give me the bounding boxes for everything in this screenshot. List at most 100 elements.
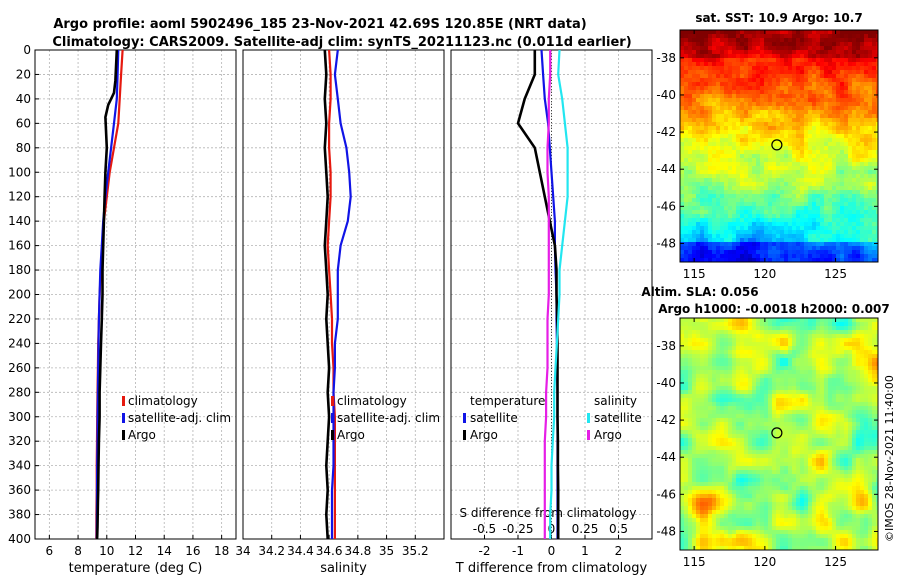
map-cell xyxy=(740,390,745,395)
map-cell xyxy=(824,362,829,367)
map-cell xyxy=(752,146,757,151)
map-cell xyxy=(872,378,877,383)
map-cell xyxy=(704,246,709,251)
map-cell xyxy=(728,398,733,403)
map-cell xyxy=(744,446,749,451)
sla-map-title-line-1: Altim. SLA: 0.056 xyxy=(641,285,758,299)
map-cell xyxy=(784,62,789,67)
map-cell xyxy=(824,42,829,47)
map-cell xyxy=(688,150,693,155)
map-cell xyxy=(748,34,753,39)
map-cell xyxy=(808,414,813,419)
map-cell xyxy=(840,222,845,227)
map-cell xyxy=(724,462,729,467)
map-cell xyxy=(864,86,869,91)
map-cell xyxy=(820,406,825,411)
map-cell xyxy=(780,54,785,59)
map-cell xyxy=(720,426,725,431)
map-cell xyxy=(720,102,725,107)
map-cell xyxy=(792,350,797,355)
map-cell xyxy=(824,114,829,119)
map-cell xyxy=(864,358,869,363)
map-cell xyxy=(776,326,781,331)
map-cell xyxy=(808,234,813,239)
map-cell xyxy=(852,34,857,39)
map-cell xyxy=(832,338,837,343)
map-cell xyxy=(748,242,753,247)
map-cell xyxy=(812,66,817,71)
map-cell xyxy=(848,158,853,163)
map-cell xyxy=(744,82,749,87)
map-cell xyxy=(768,322,773,327)
map-cell xyxy=(732,238,737,243)
map-cell xyxy=(760,238,765,243)
map-cell xyxy=(820,226,825,231)
map-cell xyxy=(764,66,769,71)
map-cell xyxy=(732,354,737,359)
map-cell xyxy=(876,438,878,443)
map-cell xyxy=(780,186,785,191)
map-cell xyxy=(724,354,729,359)
map-cell xyxy=(764,462,769,467)
map-cell xyxy=(800,94,805,99)
map-cell xyxy=(792,362,797,367)
map-cell xyxy=(796,194,801,199)
map-cell xyxy=(788,82,793,87)
map-cell xyxy=(808,402,813,407)
map-cell xyxy=(784,154,789,159)
map-cell xyxy=(752,338,757,343)
map-cell xyxy=(748,30,753,35)
map-cell xyxy=(700,102,705,107)
map-cell xyxy=(824,454,829,459)
map-cell xyxy=(704,258,709,262)
map-cell xyxy=(696,374,701,379)
map-cell xyxy=(820,362,825,367)
map-cell xyxy=(852,378,857,383)
map-cell xyxy=(852,94,857,99)
map-cell xyxy=(848,138,853,143)
map-cell xyxy=(772,106,777,111)
map-cell xyxy=(708,394,713,399)
map-cell xyxy=(704,438,709,443)
map-cell xyxy=(684,78,689,83)
map-cell xyxy=(684,166,689,171)
map-cell xyxy=(728,50,733,55)
map-cell xyxy=(684,146,689,151)
map-cell xyxy=(856,54,861,59)
y-tick-label: 120 xyxy=(8,190,31,204)
map-cell xyxy=(768,402,773,407)
map-cell xyxy=(848,362,853,367)
map-cell xyxy=(736,54,741,59)
s-tick-label: 0 xyxy=(548,522,556,536)
map-cell xyxy=(708,178,713,183)
map-cell xyxy=(868,178,873,183)
map-cell xyxy=(800,74,805,79)
map-cell xyxy=(704,38,709,43)
map-cell xyxy=(808,190,813,195)
map-cell xyxy=(832,122,837,127)
map-cell xyxy=(688,194,693,199)
map-cell xyxy=(792,402,797,407)
map-cell xyxy=(776,402,781,407)
map-cell xyxy=(724,210,729,215)
map-cell xyxy=(768,70,773,75)
map-cell xyxy=(684,442,689,447)
map-cell xyxy=(828,98,833,103)
map-cell xyxy=(708,246,713,251)
map-cell xyxy=(688,438,693,443)
map-cell xyxy=(864,106,869,111)
map-cell xyxy=(816,326,821,331)
map-cell xyxy=(740,442,745,447)
map-cell xyxy=(768,358,773,363)
map-cell xyxy=(692,170,697,175)
map-cell xyxy=(852,346,857,351)
map-cell xyxy=(764,98,769,103)
map-cell xyxy=(720,122,725,127)
map-cell xyxy=(804,206,809,211)
map-cell xyxy=(836,398,841,403)
map-cell xyxy=(700,98,705,103)
map-cell xyxy=(772,98,777,103)
map-cell xyxy=(736,358,741,363)
map-cell xyxy=(784,102,789,107)
map-cell xyxy=(788,214,793,219)
